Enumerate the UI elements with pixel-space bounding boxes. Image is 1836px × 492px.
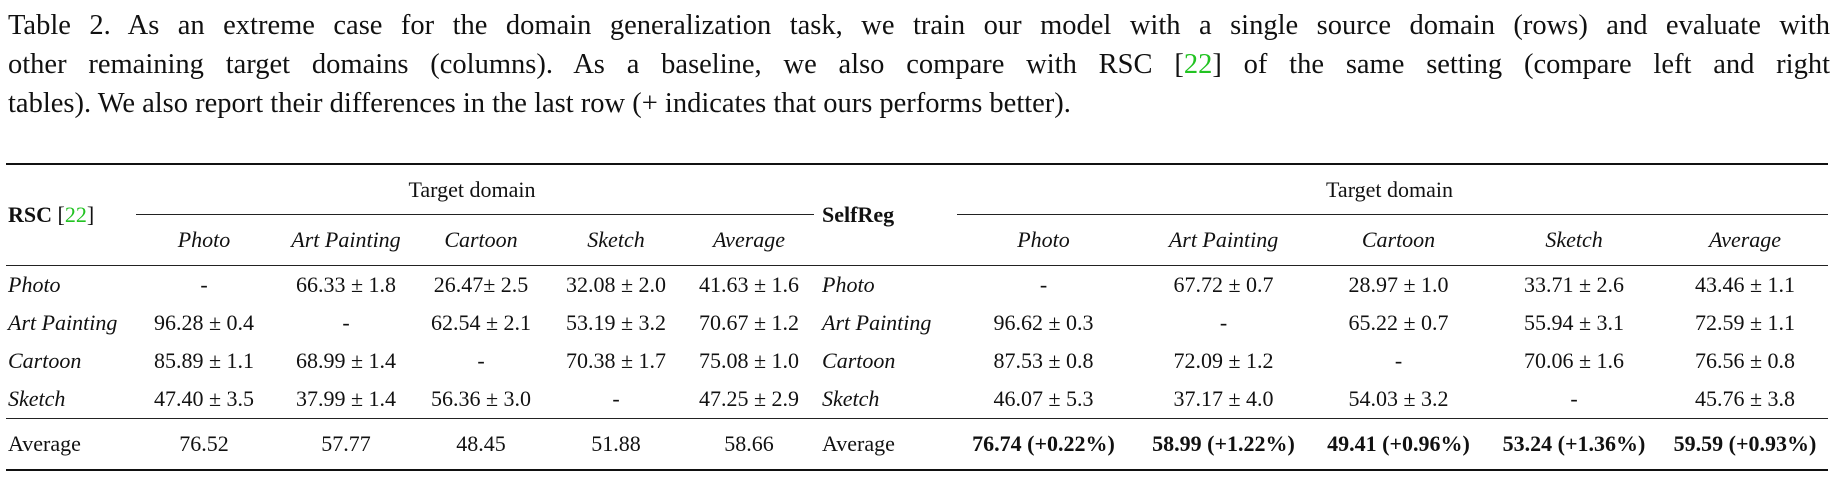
average-cell: 51.88 xyxy=(548,418,684,471)
right-target-domain-header: Target domain xyxy=(951,163,1829,216)
citation-link[interactable]: 22 xyxy=(1183,49,1213,80)
method-name: RSC xyxy=(8,202,53,227)
table-cell: 37.17 ± 4.0 xyxy=(1173,386,1274,411)
table-cell: 96.62 ± 0.3 xyxy=(993,310,1094,335)
table-cell: 72.59 ± 1.1 xyxy=(1694,310,1796,335)
row-source-label: Art Painting xyxy=(822,310,932,335)
table-row: Sketch 47.40 ± 3.5 37.99 ± 1.4 56.36 ± 3.0 -… xyxy=(6,380,1828,419)
citation: [22] xyxy=(57,202,95,227)
row-source-label: Cartoon xyxy=(8,348,82,373)
table-cell: 55.94 ± 3.1 xyxy=(1523,310,1625,335)
table-cell: 46.07 ± 5.3 xyxy=(993,386,1094,411)
row-source-label: Photo xyxy=(6,265,130,304)
caption-line-1: Table 2. As an extreme case for the doma… xyxy=(8,10,1830,41)
average-cell: 59.59 (+0.93%) xyxy=(1662,418,1829,471)
average-cell: 58.66 xyxy=(684,418,815,471)
left-target-domain-header: Target domain xyxy=(130,163,815,216)
table-cell: 68.99 ± 1.4 xyxy=(295,348,397,373)
table-cell: 76.56 ± 0.8 xyxy=(1694,348,1796,373)
table-caption: Table 2. As an extreme case for the doma… xyxy=(8,6,1830,123)
table-cell: 66.33 ± 1.8 xyxy=(278,265,414,304)
row-source-label: Photo xyxy=(814,265,952,304)
table-row: Photo -66.33 ± 1.8 26.47± 2.5 32.08 ± 2.0 41… xyxy=(6,265,1829,304)
column-header-photo: Photo xyxy=(1017,227,1070,252)
table-cell: 85.89 ± 1.1 xyxy=(153,348,255,373)
rsc-method-header: RSC [22] xyxy=(6,163,130,266)
table-cell: 67.72 ± 0.7 xyxy=(1136,265,1312,304)
column-header-sketch: Sketch xyxy=(1545,227,1603,252)
selfreg-method-header: SelfReg xyxy=(814,163,952,266)
table-cell: 62.54 ± 2.1 xyxy=(430,310,532,335)
table-cell: - xyxy=(951,265,1137,304)
column-header-photo: Photo xyxy=(177,227,231,252)
column-header-sketch: Sketch xyxy=(587,227,645,252)
table-cell: 37.99 ± 1.4 xyxy=(295,386,397,411)
results-table: RSC [22] Target domain SelfReg Target do… xyxy=(6,163,1829,471)
average-cell: 58.99 (+1.22%) xyxy=(1136,418,1312,471)
table-cell: 45.76 ± 3.8 xyxy=(1694,386,1796,411)
table-cell: 47.40 ± 3.5 xyxy=(153,386,255,411)
table-cell: 54.03 ± 3.2 xyxy=(1348,386,1449,411)
table-cell: 33.71 ± 2.6 xyxy=(1486,265,1663,304)
caption-line-2: other remaining target domains (columns)… xyxy=(8,45,1830,84)
table-cell: 75.08 ± 1.0 xyxy=(698,348,800,373)
row-source-label: Sketch xyxy=(822,386,880,411)
column-header-art-painting: Art Painting xyxy=(291,227,401,252)
average-label: Average xyxy=(814,418,952,471)
table-cell: 70.06 ± 1.6 xyxy=(1523,348,1625,373)
table-cell: 41.63 ± 1.6 xyxy=(684,265,815,304)
table-cell: 96.28 ± 0.4 xyxy=(153,310,255,335)
caption-text: other remaining target domains (columns)… xyxy=(8,49,1184,80)
table-cell: 72.09 ± 1.2 xyxy=(1173,348,1274,373)
average-cell: 53.24 (+1.36%) xyxy=(1486,418,1663,471)
table-cell: - xyxy=(130,265,278,304)
row-source-label: Sketch xyxy=(8,386,66,411)
table-cell: 53.19 ± 3.2 xyxy=(565,310,667,335)
table-row: Cartoon 85.89 ± 1.1 68.99 ± 1.4 - 70.38 ± 1.… xyxy=(6,342,1828,380)
table-cell: 56.36 ± 3.0 xyxy=(430,386,532,411)
table-cell: 47.25 ± 2.9 xyxy=(698,386,800,411)
column-header-average: Average xyxy=(1708,227,1782,252)
table-cell: - xyxy=(342,310,350,335)
table-cell: 87.53 ± 0.8 xyxy=(993,348,1094,373)
average-cell: 49.41 (+0.96%) xyxy=(1311,418,1487,471)
average-cell: 76.74 (+0.22%) xyxy=(951,418,1137,471)
average-cell: 48.45 xyxy=(414,418,548,471)
table-cell: - xyxy=(477,348,485,373)
table-cell: 43.46 ± 1.1 xyxy=(1662,265,1829,304)
average-row: Average 76.52 57.77 48.45 51.88 58.66 Average 7… xyxy=(6,418,1829,471)
row-source-label: Cartoon xyxy=(822,348,896,373)
caption-line-3: tables). We also report their difference… xyxy=(8,88,1071,119)
table-row: Art Painting 96.28 ± 0.4 - 62.54 ± 2.1 53.19… xyxy=(6,304,1828,342)
table-cell: - xyxy=(1570,386,1578,411)
column-header-cartoon: Cartoon xyxy=(1361,227,1436,252)
average-cell: 76.52 xyxy=(130,418,278,471)
table-cell: - xyxy=(612,386,620,411)
table-cell: 32.08 ± 2.0 xyxy=(548,265,684,304)
column-header-cartoon: Cartoon xyxy=(444,227,518,252)
average-label: Average xyxy=(6,418,130,471)
average-cell: 57.77 xyxy=(278,418,414,471)
table-cell: 28.97 ± 1.0 xyxy=(1311,265,1487,304)
table-cell: 65.22 ± 0.7 xyxy=(1348,310,1449,335)
row-source-label: Art Painting xyxy=(8,310,118,335)
caption-text: ] of the same setting (compare left and … xyxy=(1212,49,1830,80)
column-header-art-painting: Art Painting xyxy=(1168,227,1279,252)
table-cell: 70.38 ± 1.7 xyxy=(565,348,667,373)
citation-link[interactable]: 22 xyxy=(64,202,87,227)
table-cell: 26.47± 2.5 xyxy=(414,265,548,304)
column-header-average: Average xyxy=(712,227,786,252)
table-cell: - xyxy=(1394,348,1403,373)
table-cell: 70.67 ± 1.2 xyxy=(698,310,800,335)
table-cell: - xyxy=(1219,310,1228,335)
